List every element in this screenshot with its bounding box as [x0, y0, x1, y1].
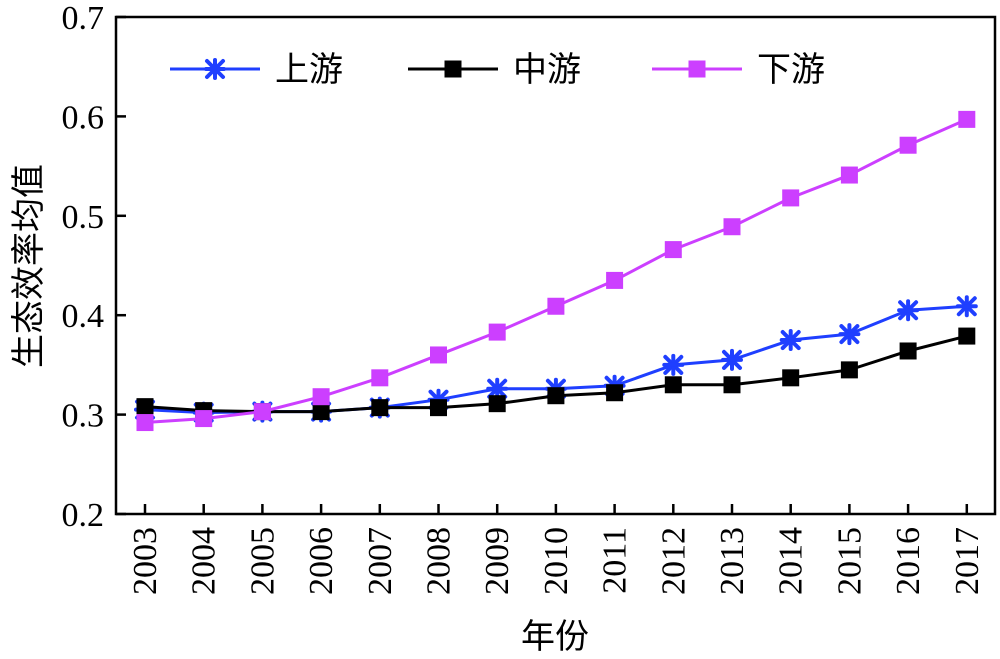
legend-marker	[444, 60, 462, 78]
data-point	[721, 348, 743, 371]
data-point	[488, 395, 506, 413]
x-tick-label: 2013	[714, 527, 751, 595]
data-point	[136, 414, 154, 432]
x-tick-label: 2017	[949, 527, 986, 595]
data-point	[253, 403, 271, 421]
data-point	[838, 323, 861, 346]
x-axis-title: 年份	[521, 617, 589, 657]
data-point	[782, 189, 800, 207]
data-point	[723, 218, 741, 236]
x-tick-label: 2015	[831, 527, 868, 595]
data-point	[430, 346, 447, 364]
data-point	[664, 241, 682, 259]
data-point	[371, 369, 389, 387]
plot-frame	[114, 15, 997, 516]
legend-label: 下游	[757, 50, 825, 90]
data-point	[430, 399, 447, 417]
x-tick-label: 2016	[890, 527, 927, 595]
data-point	[488, 323, 506, 341]
data-point	[840, 361, 858, 379]
x-tick-label: 2003	[127, 527, 164, 595]
y-tick-label: 0.3	[62, 398, 105, 435]
data-point	[955, 295, 978, 318]
data-point	[136, 398, 154, 416]
x-tick-label: 2006	[303, 527, 340, 595]
data-point	[723, 376, 741, 394]
data-point	[958, 327, 976, 345]
y-tick-label: 0.6	[62, 99, 105, 136]
y-tick-label: 0.4	[62, 298, 105, 335]
x-tick-label: 2004	[186, 527, 223, 595]
data-point	[840, 166, 858, 184]
data-point	[547, 297, 565, 315]
data-point	[486, 377, 509, 400]
data-point	[899, 342, 917, 360]
x-tick-label: 2008	[421, 527, 458, 595]
legend-item-3: 下游	[652, 50, 825, 90]
data-point	[899, 136, 917, 154]
series-layer	[134, 110, 978, 432]
data-point	[606, 384, 624, 402]
x-tick-label: 2009	[479, 527, 516, 595]
data-point	[312, 388, 330, 406]
legend-marker	[688, 60, 706, 78]
series-3	[136, 110, 976, 432]
legend-marker	[204, 58, 226, 80]
legend-label: 中游	[513, 50, 581, 90]
data-point	[606, 271, 624, 289]
series-2	[136, 327, 976, 421]
x-tick-label: 2005	[244, 527, 281, 595]
x-tick-label: 2012	[655, 527, 692, 595]
data-point	[779, 329, 802, 352]
data-point	[371, 399, 389, 417]
data-point	[662, 353, 685, 376]
x-tick-label: 2011	[597, 527, 634, 594]
x-tick-label: 2014	[773, 527, 810, 595]
data-point	[782, 369, 800, 387]
data-point	[958, 110, 976, 128]
legend: 上游 中游 下游	[170, 50, 825, 90]
legend-label: 上游	[275, 50, 343, 90]
legend-item-2: 中游	[408, 50, 581, 90]
y-axis-title: 生态效率均值	[9, 164, 49, 368]
legend-item-1: 上游	[170, 50, 343, 90]
data-point	[195, 410, 213, 428]
x-tick-label: 2010	[538, 527, 575, 595]
y-tick-label: 0.5	[62, 199, 105, 236]
y-tick-label: 0.7	[62, 0, 105, 37]
x-axis: 2003 2004 2005 2006 2007 2008 2009 2010 2011 2012…	[127, 504, 986, 595]
data-point	[547, 387, 565, 405]
x-tick-label: 2007	[362, 527, 399, 595]
y-tick-label: 0.2	[62, 497, 105, 534]
data-point	[897, 299, 920, 322]
y-axis: 0.2 0.3 0.4 0.5 0.6 0.7	[62, 0, 126, 534]
data-point	[664, 376, 682, 394]
data-point	[312, 403, 330, 421]
